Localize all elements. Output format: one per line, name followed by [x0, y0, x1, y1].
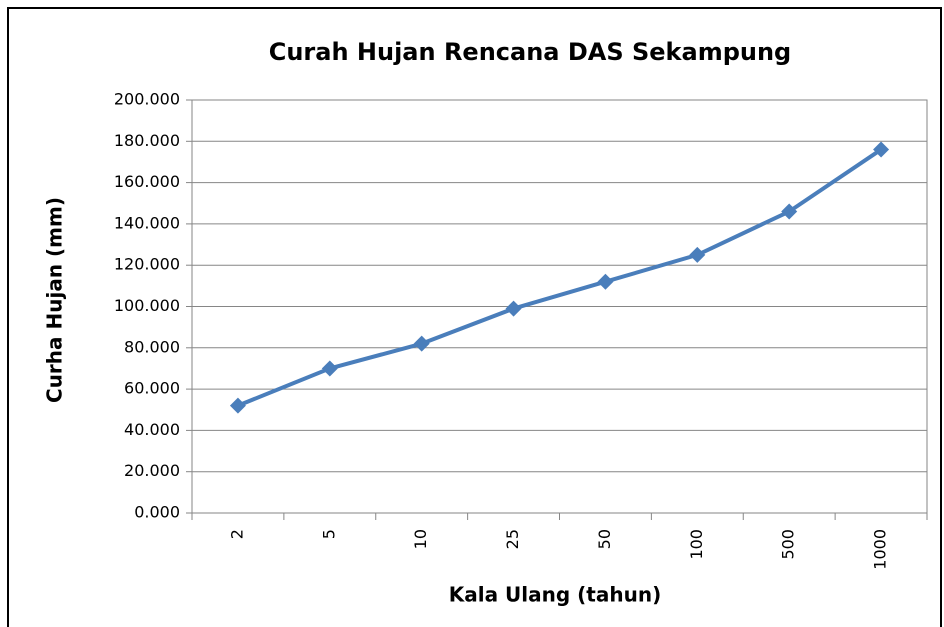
y-tick-label: 120.000: [114, 255, 180, 274]
data-line: [237, 147, 883, 408]
x-tick-label: 25: [503, 529, 522, 549]
x-tick-label: 50: [595, 529, 614, 549]
x-tick-label: 100: [687, 529, 706, 560]
chart-title: Curah Hujan Rencana DAS Sekampung: [269, 38, 792, 66]
y-tick-label: 160.000: [114, 172, 180, 191]
data-point: [873, 141, 890, 158]
data-point: [597, 273, 614, 290]
data-point: [689, 246, 706, 263]
y-tick-label: 100.000: [114, 296, 180, 315]
y-tick-label: 200.000: [114, 90, 180, 109]
x-axis-title: Kala Ulang (tahun): [449, 583, 661, 607]
x-tick-label: 10: [411, 529, 430, 549]
data-point: [505, 300, 522, 317]
data-point: [229, 397, 246, 414]
data-point: [413, 335, 430, 352]
y-tick-label: 180.000: [114, 131, 180, 150]
y-tick-label: 20.000: [124, 461, 180, 480]
data-point: [321, 360, 338, 377]
data-point: [781, 203, 798, 220]
x-tick-label: 1000: [871, 529, 890, 570]
x-tick-label: 5: [319, 529, 338, 539]
x-tick-label: 500: [779, 529, 798, 560]
y-tick-label: 0.000: [134, 503, 180, 522]
y-tick-label: 60.000: [124, 379, 180, 398]
y-tick-label: 40.000: [124, 420, 180, 439]
y-axis-title: Curha Hujan (mm): [43, 197, 67, 403]
chart-frame: [7, 7, 942, 627]
y-tick-label: 140.000: [114, 213, 180, 232]
y-tick-label: 80.000: [124, 337, 180, 356]
x-tick-label: 2: [227, 529, 246, 539]
